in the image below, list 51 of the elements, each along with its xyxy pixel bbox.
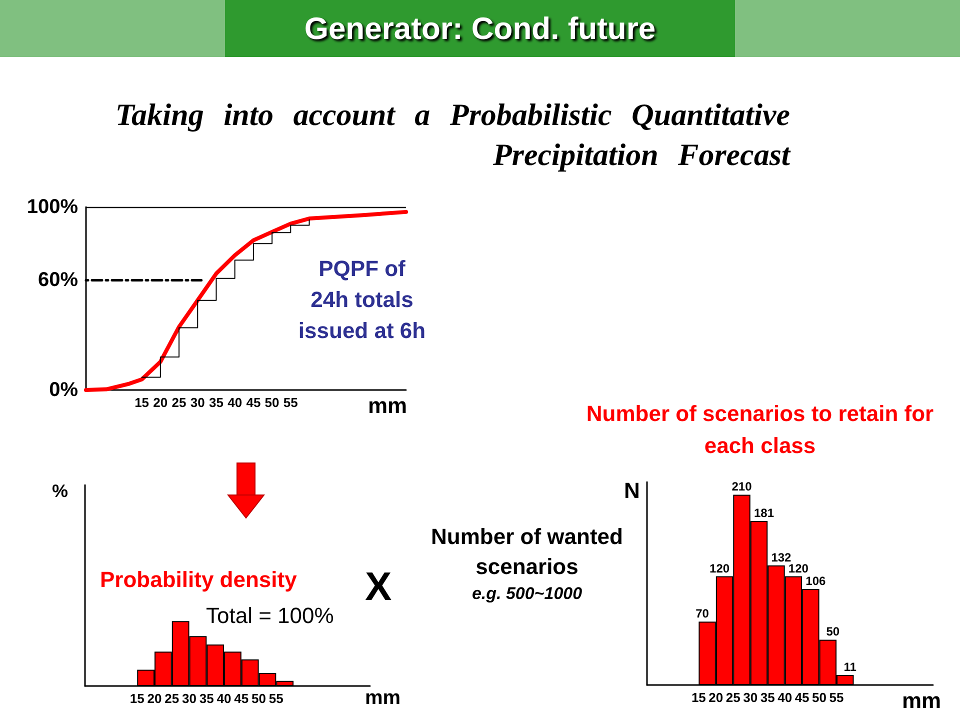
x-tick-label: 30 [190, 395, 205, 410]
x-tick-label: 30 [743, 690, 758, 705]
data-label: 181 [754, 506, 774, 520]
x-tick-label: 50 [264, 395, 280, 410]
x-axis-title: mm [365, 687, 401, 710]
y-axis-title: N [624, 478, 640, 504]
annotation: Total = 100% [206, 603, 334, 629]
y-tick-label: 60% [38, 269, 78, 292]
x-tick-label: 45 [794, 690, 810, 705]
x-tick-label: 20 [147, 691, 162, 706]
x-axis-title: mm [902, 688, 942, 714]
text: Generator: Cond. future [225, 0, 735, 57]
data-label: 120 [710, 561, 730, 576]
x-tick-label: 20 [708, 690, 724, 705]
x-tick-label: 35 [760, 690, 775, 705]
data-label: 106 [806, 574, 826, 588]
x-tick-label: 40 [778, 690, 792, 705]
chart-title: Number of scenarios to retain for each class [585, 400, 935, 460]
x-tick-label: 55 [268, 691, 284, 706]
x-tick-label: 40 [216, 691, 232, 706]
x-tick-label: 45 [246, 395, 261, 410]
data-label: 70 [696, 606, 710, 621]
text: e.g. 500~1000 [470, 584, 584, 604]
x-tick-label: 55 [283, 395, 298, 410]
x-tick-label: 35 [199, 691, 214, 706]
x-tick-label: 45 [234, 691, 249, 706]
x-tick-label: 40 [228, 395, 242, 410]
x-tick-label: 15 [134, 395, 150, 410]
x-tick-label: 15 [130, 691, 144, 706]
x-tick-label: 25 [164, 691, 180, 706]
x-tick-label: 25 [172, 395, 186, 410]
x-axis-title: mm [368, 393, 408, 419]
x-tick-label: 35 [209, 395, 224, 410]
text: X [365, 565, 392, 610]
x-tick-label: 20 [153, 395, 168, 410]
y-axis-title: % [52, 481, 68, 502]
x-tick-label: 55 [829, 690, 844, 705]
text: Probability density [100, 567, 297, 593]
x-tick-label: 50 [812, 690, 827, 705]
x-tick-label: 50 [252, 691, 266, 706]
annotation: PQPF of 24h totals issued at 6h [297, 255, 427, 345]
x-tick-label: 30 [182, 691, 197, 706]
y-tick-label: 0% [49, 379, 78, 401]
data-label: 11 [844, 660, 857, 674]
chart-subtitle: Taking into account a Probabilistic Quantitative Precipitation Forecast [114, 96, 790, 174]
data-label: 210 [732, 480, 752, 494]
x-tick-label: 15 [691, 690, 706, 705]
y-tick-label: 100% [26, 196, 78, 218]
data-label: 50 [826, 624, 840, 639]
text: Number of wanted scenarios [430, 523, 624, 581]
x-tick-label: 25 [726, 690, 740, 705]
